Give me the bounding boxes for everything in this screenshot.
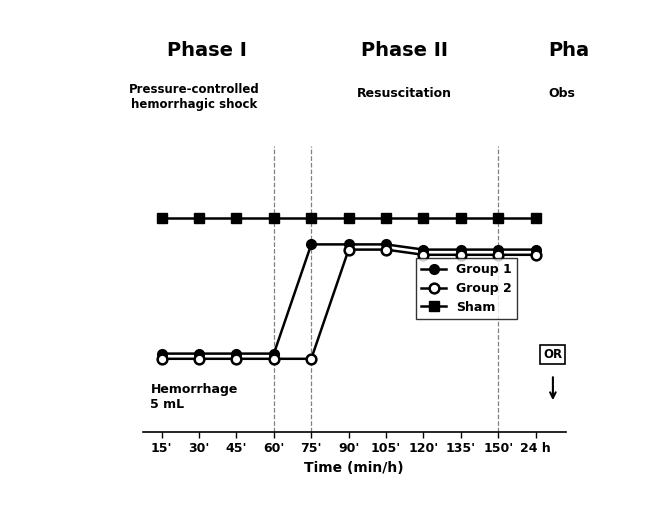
Text: Resuscitation: Resuscitation [358, 87, 452, 100]
Legend: Group 1, Group 2, Sham: Group 1, Group 2, Sham [416, 258, 517, 319]
Text: Pressure-controlled
hemorrhagic shock: Pressure-controlled hemorrhagic shock [129, 83, 259, 111]
Text: Pha: Pha [549, 41, 590, 60]
Text: OR: OR [543, 348, 562, 361]
Text: Hemorrhage
5 mL: Hemorrhage 5 mL [151, 383, 238, 411]
Text: Phase I: Phase I [166, 41, 246, 60]
Text: Phase II: Phase II [361, 41, 448, 60]
Text: Obs: Obs [549, 87, 575, 100]
X-axis label: Time (min/h): Time (min/h) [304, 461, 404, 475]
